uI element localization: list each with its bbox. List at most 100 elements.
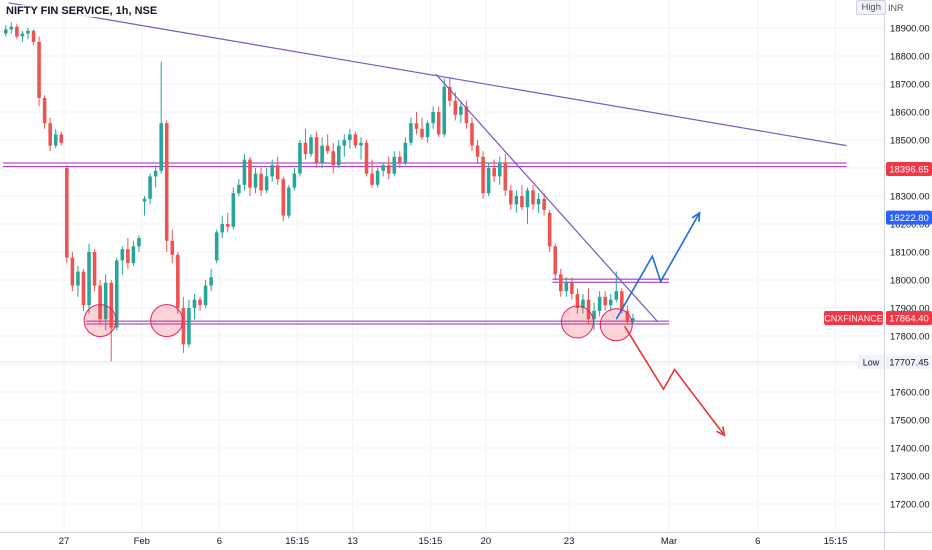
candle-body: [275, 165, 280, 180]
price-tick-label: 17400.00: [890, 444, 930, 455]
candle-body: [575, 294, 580, 308]
candle-body: [298, 142, 302, 174]
candle-body: [486, 168, 491, 194]
candle-body: [459, 106, 463, 115]
currency-label: INR: [888, 3, 904, 13]
candle-body: [87, 252, 91, 306]
candle-body: [536, 198, 541, 205]
candle-body: [331, 151, 335, 166]
candle-body: [436, 112, 441, 135]
candle-body: [253, 173, 258, 188]
candle-body: [203, 285, 208, 306]
candle-body: [209, 277, 213, 286]
candle-body: [608, 299, 613, 306]
candle-body: [559, 274, 563, 292]
symbol-tag: [824, 310, 883, 325]
candle-body: [164, 123, 169, 241]
candle-body: [403, 142, 408, 163]
candle-body: [359, 142, 363, 146]
candle-body: [470, 123, 474, 146]
price-tick-label: 18200.00: [890, 220, 930, 231]
candle-body: [81, 271, 86, 306]
candle-body: [48, 123, 52, 146]
price-axis[interactable]: 17200.00 17300.00 17400.00 17500.00 17600.00…: [884, 0, 930, 550]
candle-body: [287, 187, 291, 216]
candle-body: [570, 282, 574, 294]
candle-body: [625, 310, 630, 322]
candle-body: [37, 42, 41, 98]
time-tick-label: 13: [347, 536, 358, 547]
trend-line: [435, 73, 659, 323]
candle-body: [414, 123, 419, 129]
price-tick-label: 18600.00: [890, 108, 930, 119]
candle-body: [231, 193, 236, 227]
candle-body: [153, 170, 158, 177]
time-tick-label: 15:15: [285, 536, 309, 547]
candle-body: [453, 100, 458, 115]
time-tick-label: Feb: [134, 536, 150, 547]
time-axis[interactable]: 27 Feb 6 15:15 13 15:15 20 23 Mar 6 15:15: [0, 532, 932, 548]
candle-body: [520, 196, 524, 208]
candle-body: [20, 33, 25, 37]
drawings: [8, 2, 847, 437]
candle-body: [564, 282, 569, 292]
candle-body: [103, 282, 108, 320]
time-tick-label: 6: [755, 536, 760, 547]
candle-body: [192, 299, 197, 308]
candle-body: [481, 156, 485, 194]
candle-body: [126, 249, 130, 264]
candle-body: [631, 318, 635, 322]
candle-body: [31, 30, 36, 42]
candle-body: [620, 291, 624, 311]
candle-body: [586, 299, 591, 320]
candle-body: [303, 142, 308, 154]
candle-body: [614, 291, 619, 300]
candle-body: [281, 179, 286, 216]
candle-body: [492, 168, 496, 177]
candle-body: [525, 190, 530, 208]
time-tick-label: 23: [564, 536, 575, 547]
candle-body: [325, 145, 330, 152]
candle-body: [442, 86, 446, 135]
scale-mode-label[interactable]: High: [856, 0, 886, 15]
candle-body: [531, 190, 535, 205]
price-tag: [886, 354, 932, 369]
highlight-circle: [560, 305, 594, 339]
price-tick-label: 18100.00: [890, 248, 930, 259]
price-tick-label: 18700.00: [890, 80, 930, 91]
candle-body: [337, 145, 341, 166]
candle-body: [59, 134, 64, 143]
price-tick-label: 17800.00: [890, 332, 930, 343]
candle-body: [475, 145, 480, 157]
price-tag-value: 18222.80: [889, 213, 929, 224]
candle-body: [370, 173, 374, 185]
candle-body: [448, 86, 452, 101]
candle-body: [603, 296, 607, 306]
price-tick-label: 18000.00: [890, 276, 930, 287]
low-tag: [858, 354, 884, 369]
candle-body: [409, 123, 413, 143]
candle-body: [237, 184, 241, 194]
candle-body: [425, 123, 430, 138]
projection-up-arrow-head: [691, 211, 701, 222]
price-tick-label: 17500.00: [890, 416, 930, 427]
grid: [0, 0, 884, 532]
highlight-circle: [599, 308, 633, 342]
candle-body: [142, 198, 147, 202]
candle-body: [42, 98, 47, 124]
low-tag-label: Low: [863, 357, 880, 367]
candle-body: [148, 176, 152, 199]
candle-body: [226, 224, 230, 227]
candle-body: [65, 168, 69, 258]
candle-body: [9, 26, 14, 30]
price-tag: [886, 161, 932, 176]
chart-title: NIFTY FIN SERVICE, 1h, NSE: [4, 5, 160, 17]
candle-body: [92, 252, 97, 286]
price-tick-label: 17200.00: [890, 500, 930, 511]
candle-body: [503, 162, 508, 191]
price-tag: [886, 310, 932, 325]
candle-body: [398, 156, 402, 163]
trend-line: [8, 2, 847, 147]
candle-body: [364, 142, 369, 174]
